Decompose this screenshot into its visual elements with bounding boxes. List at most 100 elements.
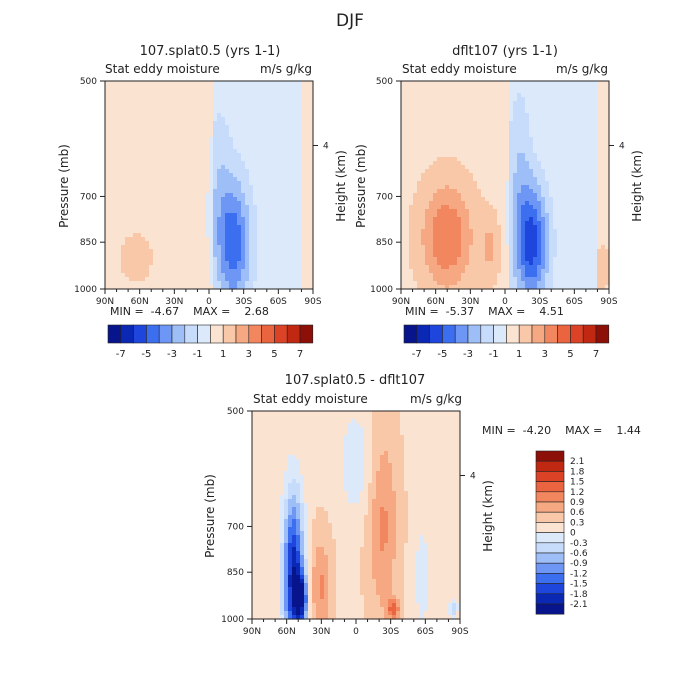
- field-cell: [297, 201, 302, 206]
- field-cell: [205, 261, 210, 266]
- field-cell: [445, 93, 450, 98]
- field-cell: [497, 229, 502, 234]
- field-cell: [141, 85, 146, 90]
- field-cell: [125, 141, 130, 146]
- field-cell: [593, 125, 598, 130]
- field-cell: [597, 145, 602, 150]
- field-cell: [173, 249, 178, 254]
- field-cell: [497, 117, 502, 122]
- field-cell: [401, 153, 406, 158]
- field-cell: [449, 205, 454, 210]
- field-cell: [453, 93, 458, 98]
- field-cell: [149, 169, 154, 174]
- field-cell: [117, 209, 122, 214]
- field-cell: [581, 229, 586, 234]
- field-cell: [529, 197, 534, 202]
- field-cell: [221, 193, 226, 198]
- field-cell: [153, 189, 158, 194]
- field-cell: [541, 217, 546, 222]
- field-cell: [161, 237, 166, 242]
- field-cell: [421, 137, 426, 142]
- field-cell: [261, 213, 266, 218]
- field-cell: [453, 237, 458, 242]
- field-cell: [205, 197, 210, 202]
- field-cell: [409, 109, 414, 114]
- field-cell: [181, 81, 186, 86]
- field-cell: [213, 101, 218, 106]
- field-cell: [509, 181, 514, 186]
- field-cell: [113, 269, 118, 274]
- field-cell: [413, 89, 418, 94]
- field-cell: [305, 201, 310, 206]
- field-cell: [453, 137, 458, 142]
- field-cell: [229, 189, 234, 194]
- field-cell: [541, 213, 546, 218]
- field-cell: [473, 129, 478, 134]
- field-cell: [169, 265, 174, 270]
- field-cell: [297, 81, 302, 86]
- field-cell: [229, 81, 234, 86]
- field-cell: [205, 149, 210, 154]
- field-cell: [289, 105, 294, 110]
- field-cell: [597, 133, 602, 138]
- field-cell: [597, 81, 602, 86]
- field-cell: [601, 85, 606, 90]
- field-cell: [473, 229, 478, 234]
- field-cell: [213, 281, 218, 286]
- field-cell: [105, 173, 110, 178]
- field-cell: [213, 125, 218, 130]
- field-cell: [141, 81, 146, 86]
- field-cell: [221, 89, 226, 94]
- field-cell: [285, 97, 290, 102]
- field-cell: [229, 245, 234, 250]
- field-cell: [173, 93, 178, 98]
- field-cell: [297, 217, 302, 222]
- field-cell: [209, 161, 214, 166]
- field-cell: [229, 153, 234, 158]
- field-cell: [197, 181, 202, 186]
- field-cell: [601, 201, 606, 206]
- field-cell: [529, 161, 534, 166]
- colorbar-swatch: [222, 324, 237, 344]
- field-cell: [169, 189, 174, 194]
- field-cell: [109, 133, 114, 138]
- field-cell: [121, 209, 126, 214]
- field-cell: [109, 173, 114, 178]
- field-cell: [281, 221, 286, 226]
- field-cell: [601, 209, 606, 214]
- field-cell: [269, 85, 274, 90]
- field-cell: [469, 145, 474, 150]
- field-cell: [569, 241, 574, 246]
- field-cell: [565, 165, 570, 170]
- field-cell: [229, 125, 234, 130]
- field-cell: [233, 141, 238, 146]
- field-cell: [209, 121, 214, 126]
- field-cell: [553, 237, 558, 242]
- field-cell: [201, 225, 206, 230]
- field-cell: [409, 165, 414, 170]
- field-cell: [529, 185, 534, 190]
- field-cell: [581, 117, 586, 122]
- field-cell: [497, 241, 502, 246]
- field-cell: [465, 137, 470, 142]
- field-cell: [561, 217, 566, 222]
- field-cell: [181, 105, 186, 110]
- field-cell: [109, 189, 114, 194]
- field-cell: [549, 161, 554, 166]
- field-cell: [413, 129, 418, 134]
- field-cell: [149, 173, 154, 178]
- field-cell: [129, 121, 134, 126]
- field-cell: [305, 225, 310, 230]
- field-cell: [145, 117, 150, 122]
- field-cell: [413, 245, 418, 250]
- field-cell: [445, 177, 450, 182]
- field-cell: [161, 197, 166, 202]
- field-cell: [153, 273, 158, 278]
- field-cell: [529, 101, 534, 106]
- field-cell: [301, 281, 306, 286]
- field-cell: [269, 89, 274, 94]
- field-cell: [137, 245, 142, 250]
- field-cell: [129, 85, 134, 90]
- field-cell: [217, 173, 222, 178]
- field-cell: [285, 185, 290, 190]
